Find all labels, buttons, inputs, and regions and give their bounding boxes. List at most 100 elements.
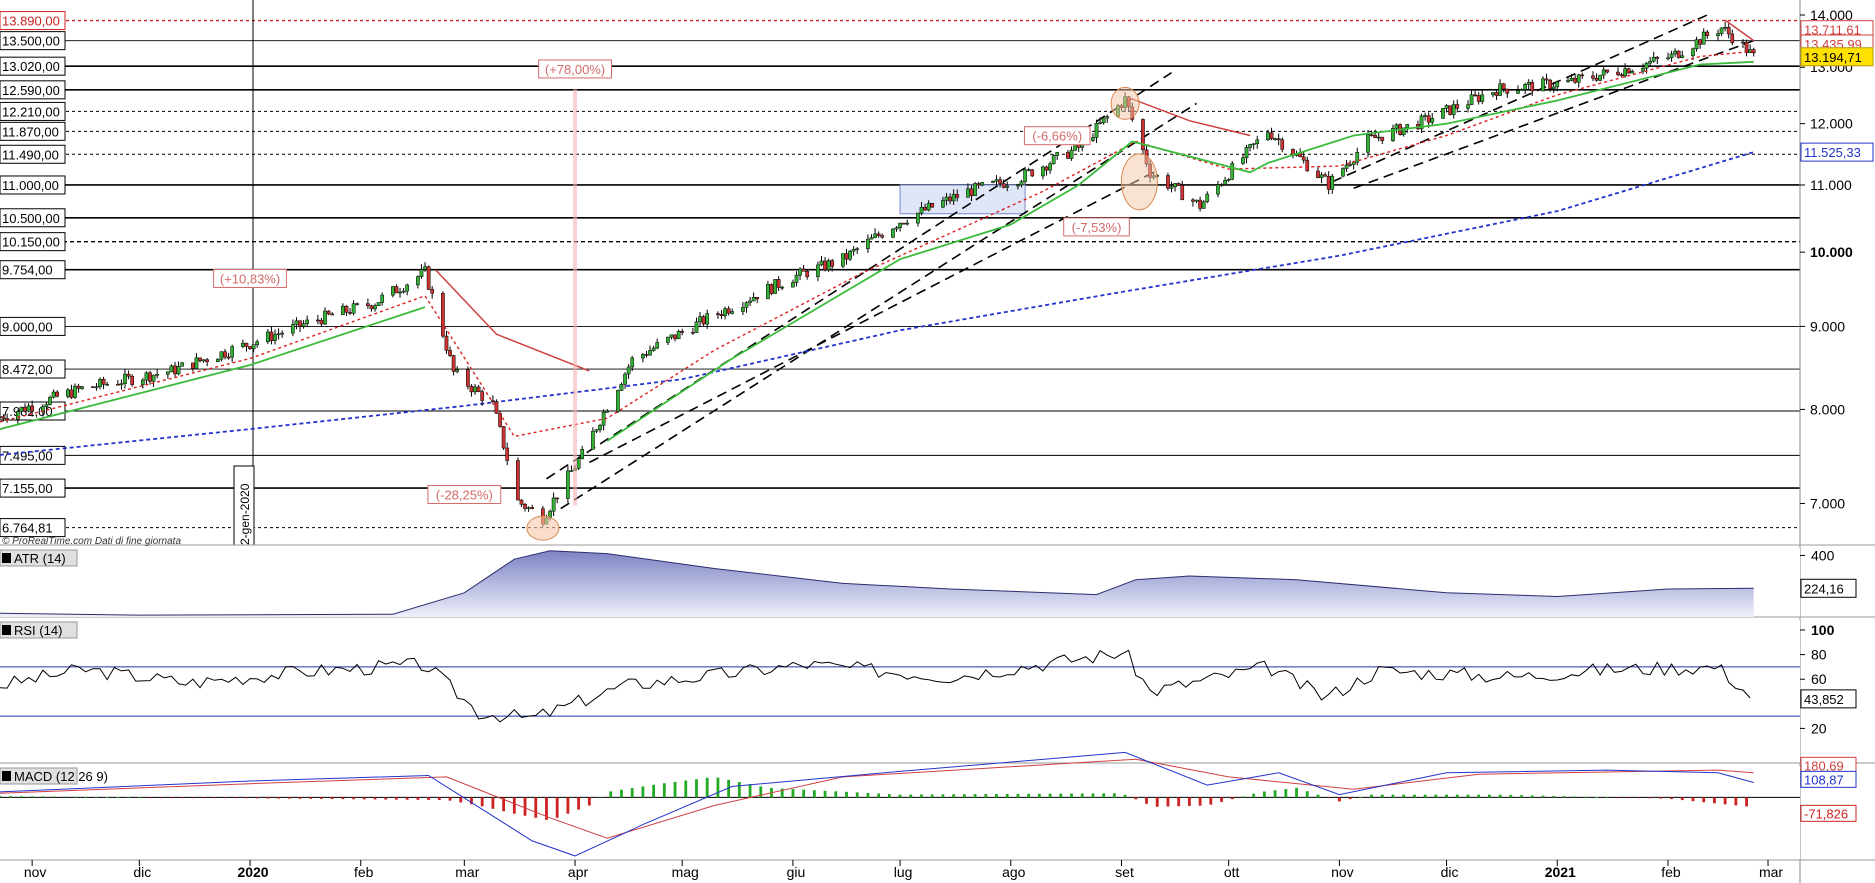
candle-body xyxy=(366,303,370,306)
macd-histogram-bar xyxy=(1509,794,1513,798)
macd-histogram-bar xyxy=(1070,793,1073,798)
x-tick-label: giu xyxy=(787,864,806,880)
candle-body xyxy=(1276,138,1281,140)
macd-histogram-bar xyxy=(1595,796,1598,798)
candle-body xyxy=(816,264,820,278)
candle-body xyxy=(1723,26,1727,29)
candle-body xyxy=(1744,41,1749,53)
candle-body xyxy=(1191,199,1195,202)
macd-histogram-bar xyxy=(834,791,838,798)
candle-body xyxy=(426,266,431,290)
macd-title: MACD (12 26 9) xyxy=(14,769,108,784)
candle-body xyxy=(505,447,510,461)
candle-body xyxy=(1001,183,1006,188)
candle-body xyxy=(48,396,52,405)
macd-histogram-bar xyxy=(234,797,238,799)
candle-body xyxy=(623,373,627,385)
level-label: 7.495,00 xyxy=(2,448,53,463)
macd-histogram-bar xyxy=(1262,791,1266,798)
candle-body xyxy=(1373,134,1377,138)
candle-body xyxy=(1630,70,1635,74)
candle-body xyxy=(1194,199,1199,202)
candle-body xyxy=(451,355,456,372)
x-tick-label: dic xyxy=(1441,864,1459,880)
level-label-box xyxy=(0,445,66,465)
candle-body xyxy=(1169,186,1174,189)
level-label: 13.020,00 xyxy=(2,59,60,74)
candle-body xyxy=(1455,104,1460,109)
price-tick-label: 14.000 xyxy=(1810,7,1853,23)
macd-histogram-bar xyxy=(1284,789,1288,798)
x-tick-label: 2021 xyxy=(1545,864,1576,880)
level-label-box xyxy=(0,121,66,141)
candle-body xyxy=(1319,174,1324,178)
trailing-stop-red xyxy=(1724,19,1755,42)
candle-body xyxy=(676,331,681,340)
candle-body xyxy=(1198,199,1202,209)
candle-body xyxy=(998,179,1002,184)
macd-histogram-bar xyxy=(277,797,280,799)
candle-body xyxy=(1555,81,1560,88)
candle-body xyxy=(530,507,535,509)
macd-histogram-bar xyxy=(695,779,698,798)
macd-histogram-bar xyxy=(1638,797,1641,799)
macd-histogram-bar xyxy=(1155,797,1159,807)
macd-histogram-bar xyxy=(1241,796,1245,798)
macd-histogram-bar xyxy=(877,793,881,798)
candle-body xyxy=(91,386,95,388)
candle-body xyxy=(316,319,320,322)
macd-histogram-bar xyxy=(105,796,109,798)
level-label-box xyxy=(0,316,66,336)
macd-histogram-bar xyxy=(148,797,152,799)
candle-body xyxy=(398,291,402,294)
atr-tick-label: 400 xyxy=(1811,547,1835,563)
candle-body xyxy=(876,233,881,236)
candle-body xyxy=(1591,75,1595,79)
candle-body xyxy=(230,346,235,358)
level-label-box xyxy=(0,208,66,228)
macd-histogram-bar xyxy=(170,797,173,799)
macd-histogram-bar xyxy=(598,797,602,799)
x-tick-label: mar xyxy=(455,864,479,880)
candle-body xyxy=(469,386,474,393)
macd-histogram-bar xyxy=(502,797,506,812)
candle-body xyxy=(1644,62,1649,69)
macd-histogram-bar xyxy=(341,797,345,800)
atr-area xyxy=(0,550,1754,617)
candle-body xyxy=(991,180,995,183)
macd-histogram-bar xyxy=(212,797,216,799)
macd-histogram-bar xyxy=(1209,797,1213,805)
candle-body xyxy=(1691,48,1695,57)
macd-histogram-bar xyxy=(941,794,945,798)
candle-body xyxy=(1266,132,1270,141)
macd-histogram-bar xyxy=(855,792,859,798)
macd-histogram-bar xyxy=(309,797,313,799)
macd-histogram-bar xyxy=(1123,794,1127,798)
macd-histogram-bar xyxy=(1230,797,1234,800)
watermark: © ProRealTime.com Dati di fine giornata xyxy=(2,536,181,547)
candle-body xyxy=(294,320,299,325)
candle-body xyxy=(98,379,102,388)
macd-histogram-bar xyxy=(137,797,141,799)
candle-body xyxy=(1094,122,1099,138)
candle-body xyxy=(1491,92,1495,96)
candle-body xyxy=(701,316,706,325)
candle-body xyxy=(1326,176,1331,190)
candle-body xyxy=(916,212,920,224)
macd-histogram-bar xyxy=(705,777,709,798)
candle-body xyxy=(391,286,395,296)
macd-histogram-bar xyxy=(320,797,323,799)
candle-body xyxy=(780,286,785,289)
candle-body xyxy=(73,385,77,398)
candle-body xyxy=(1023,169,1027,182)
macd-histogram-bar xyxy=(62,796,66,798)
candle-body xyxy=(226,356,231,359)
macd-histogram-bar xyxy=(1616,797,1620,799)
candle-body xyxy=(198,357,202,362)
macd-histogram-bar xyxy=(1027,793,1031,798)
candle-body xyxy=(1280,139,1285,150)
macd-last-label: 108,87 xyxy=(1804,772,1844,787)
atr-panel: ATR (14) 400 224,16 xyxy=(0,547,1875,618)
macd-histogram-bar xyxy=(1402,794,1406,798)
candle-body xyxy=(116,383,120,386)
